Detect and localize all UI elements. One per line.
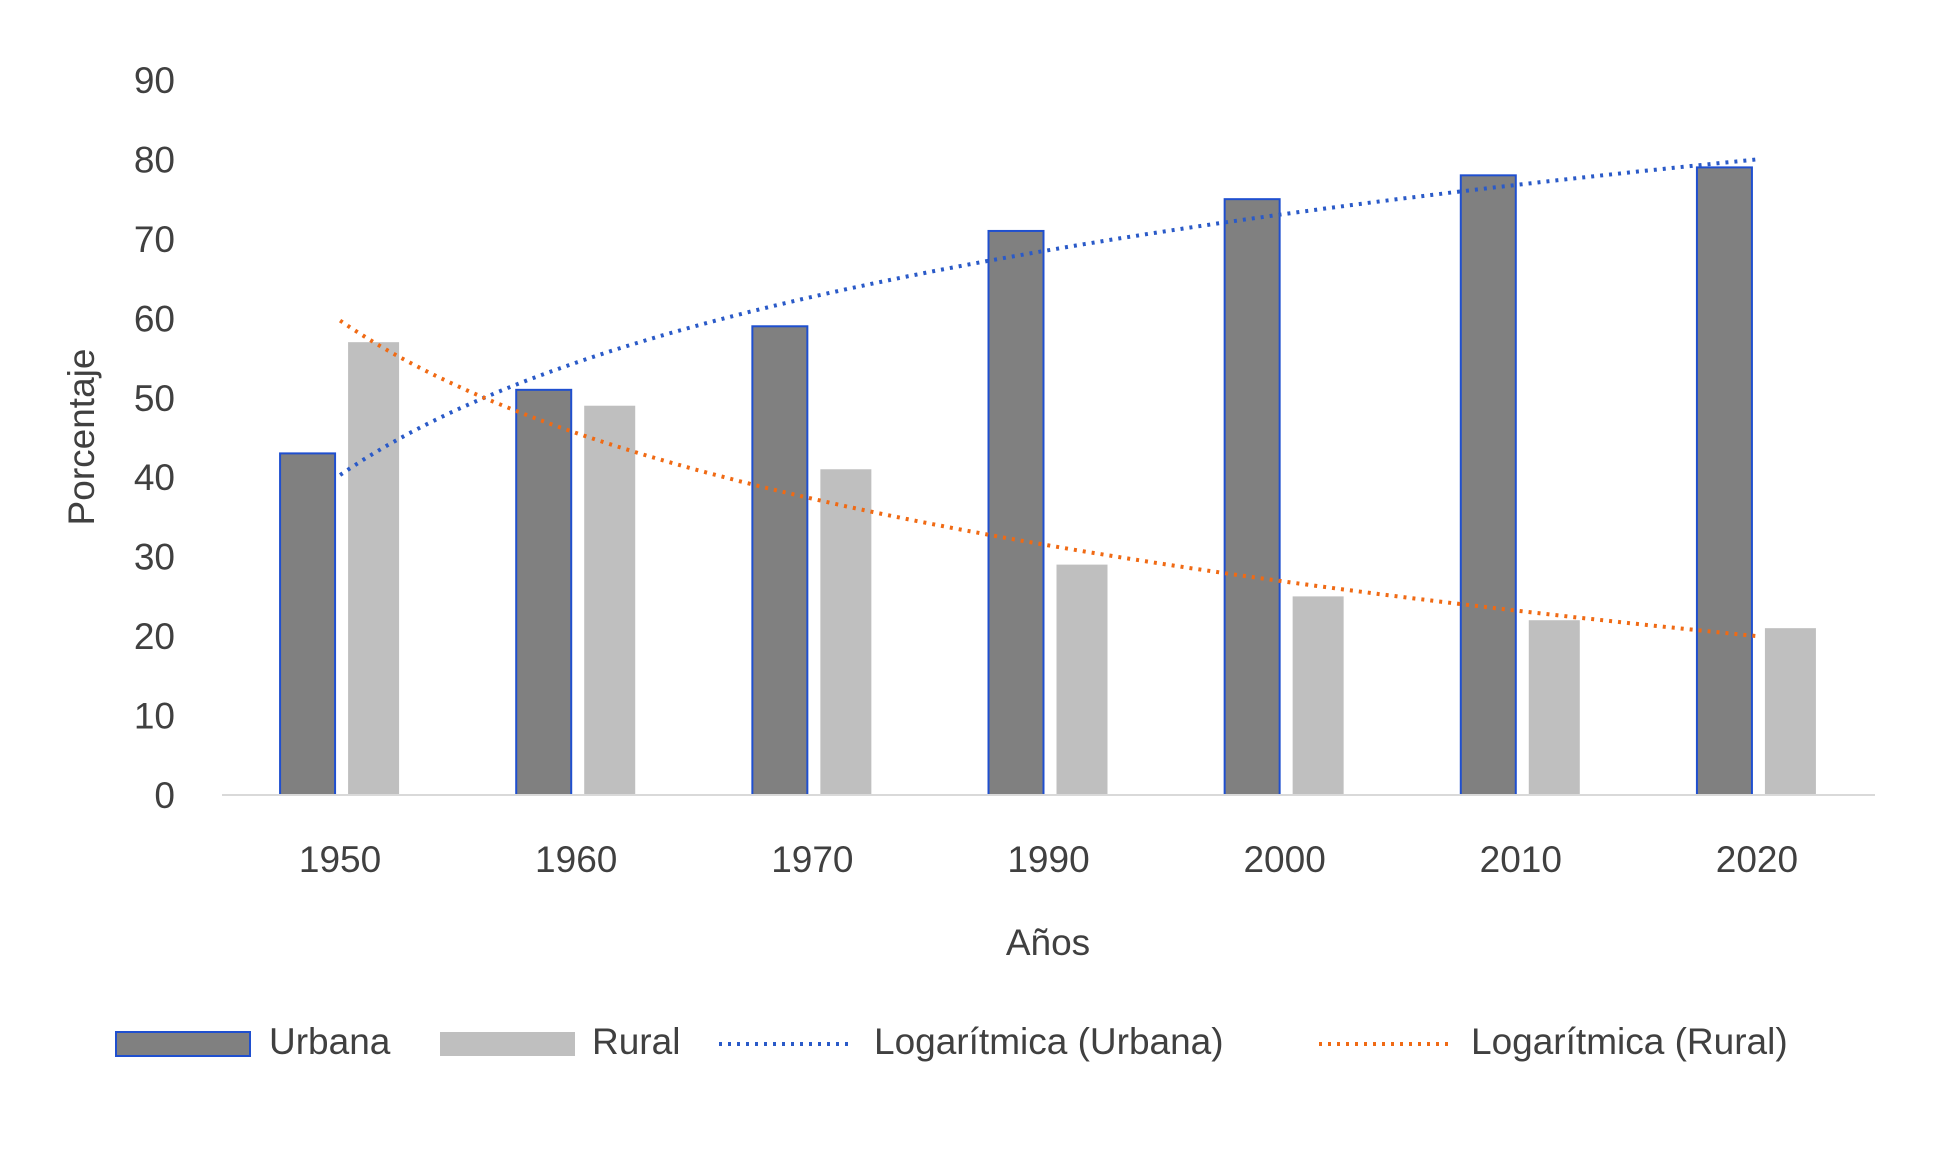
bar-rural-2020 bbox=[1764, 628, 1816, 795]
legend-swatch-rural bbox=[440, 1032, 575, 1056]
x-tick-label: 2000 bbox=[1243, 839, 1325, 880]
y-axis-ticks: 0 10 20 30 40 50 60 70 80 90 bbox=[134, 60, 175, 816]
y-tick-label: 70 bbox=[134, 219, 175, 260]
x-tick-label: 1950 bbox=[299, 839, 381, 880]
y-tick-label: 0 bbox=[154, 775, 175, 816]
bar-urbana-1990 bbox=[987, 229, 1045, 796]
y-tick-label: 50 bbox=[134, 378, 175, 419]
legend-label-urbana: Urbana bbox=[269, 1021, 391, 1062]
x-tick-label: 1990 bbox=[1007, 839, 1089, 880]
y-tick-label: 40 bbox=[134, 457, 175, 498]
y-tick-label: 80 bbox=[134, 139, 175, 180]
x-tick-label: 1960 bbox=[535, 839, 617, 880]
x-axis-ticks: 1950 1960 1970 1990 2000 2010 2020 bbox=[299, 839, 1798, 880]
legend-label-log-urbana: Logarítmica (Urbana) bbox=[874, 1021, 1224, 1062]
y-tick-label: 60 bbox=[134, 298, 175, 339]
y-tick-label: 30 bbox=[134, 537, 175, 578]
legend: Urbana Rural Logarítmica (Urbana) Logarí… bbox=[115, 1021, 1788, 1062]
x-axis-title: Años bbox=[1006, 922, 1090, 963]
bar-urbana-1970 bbox=[751, 325, 809, 796]
legend-label-log-rural: Logarítmica (Rural) bbox=[1471, 1021, 1788, 1062]
bar-rural-1960 bbox=[584, 405, 636, 795]
bar-urbana-2020 bbox=[1695, 166, 1753, 796]
y-tick-label: 90 bbox=[134, 60, 175, 101]
bar-rural-1990 bbox=[1056, 564, 1108, 795]
bar-rural-2000 bbox=[1292, 596, 1344, 795]
bar-urbana-2000 bbox=[1223, 198, 1281, 796]
bars bbox=[279, 166, 1816, 797]
bar-rural-1970 bbox=[820, 469, 872, 795]
x-tick-label: 2010 bbox=[1480, 839, 1562, 880]
x-tick-label: 2020 bbox=[1716, 839, 1798, 880]
bar-rural-2010 bbox=[1528, 620, 1580, 795]
x-tick-label: 1970 bbox=[771, 839, 853, 880]
bar-rural-1950 bbox=[348, 342, 400, 795]
bar-urbana-1960 bbox=[515, 388, 573, 796]
legend-swatch-urbana bbox=[115, 1031, 251, 1057]
y-axis-title: Porcentaje bbox=[61, 349, 102, 526]
trendlines bbox=[338, 157, 1758, 639]
trendline-rural bbox=[338, 318, 1758, 639]
y-tick-label: 10 bbox=[134, 696, 175, 737]
legend-label-rural: Rural bbox=[592, 1021, 680, 1062]
trendline-urbana bbox=[338, 157, 1758, 477]
bar-urbana-1950 bbox=[279, 452, 337, 796]
y-tick-label: 20 bbox=[134, 616, 175, 657]
bar-urbana-2010 bbox=[1459, 174, 1517, 797]
